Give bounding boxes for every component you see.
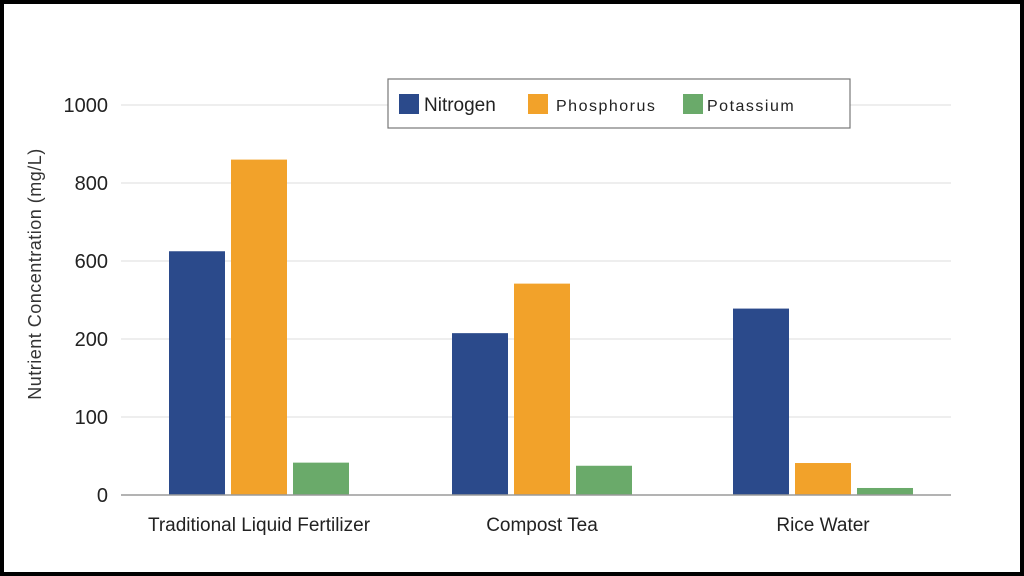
bar-phosphorus-rice-water bbox=[795, 463, 851, 495]
chart-frame: 0 100 200 600 800 1000 Traditional Liquid Fer… bbox=[4, 4, 1020, 572]
legend-box bbox=[387, 78, 851, 129]
y-tick-label: 600 bbox=[75, 251, 108, 273]
legend-swatch-nitrogen bbox=[399, 94, 419, 114]
y-tick-label: 100 bbox=[75, 407, 108, 429]
y-tick-label: 800 bbox=[75, 173, 108, 195]
bar-chart: 0 100 200 600 800 1000 Traditional Liquid Fer… bbox=[25, 78, 951, 536]
legend-label-phosphorus: Phosphorus bbox=[556, 98, 656, 115]
bar-nitrogen-traditional-liquid-fertilizer bbox=[169, 251, 225, 495]
legend-swatch-phosphorus bbox=[528, 94, 548, 114]
category-labels: Traditional Liquid Fertilizer Compost Tea… bbox=[148, 515, 870, 536]
category-label: Traditional Liquid Fertilizer bbox=[148, 515, 371, 536]
bar-phosphorus-traditional-liquid-fertilizer bbox=[231, 159, 287, 495]
y-tick-labels: 0 100 200 600 800 1000 bbox=[64, 95, 109, 507]
bar-nitrogen-compost-tea bbox=[452, 333, 508, 495]
legend-label-potassium: Potassium bbox=[707, 98, 795, 115]
legend-label-nitrogen: Nitrogen bbox=[424, 95, 496, 116]
bars bbox=[169, 159, 913, 495]
y-tick-label: 0 bbox=[97, 485, 108, 507]
legend: Nitrogen Phosphorus Potassium bbox=[387, 78, 851, 129]
bar-potassium-traditional-liquid-fertilizer bbox=[293, 462, 349, 495]
bar-nitrogen-rice-water bbox=[733, 308, 789, 495]
category-label: Compost Tea bbox=[486, 515, 598, 536]
y-tick-label: 200 bbox=[75, 329, 108, 351]
bar-potassium-compost-tea bbox=[576, 465, 632, 495]
legend-swatch-potassium bbox=[683, 94, 703, 114]
bar-potassium-rice-water bbox=[857, 487, 913, 495]
y-tick-label: 1000 bbox=[64, 95, 109, 117]
y-axis-title: Nutrient Concentration (mg/L) bbox=[25, 148, 45, 400]
category-label: Rice Water bbox=[776, 515, 870, 536]
bar-phosphorus-compost-tea bbox=[514, 283, 570, 495]
